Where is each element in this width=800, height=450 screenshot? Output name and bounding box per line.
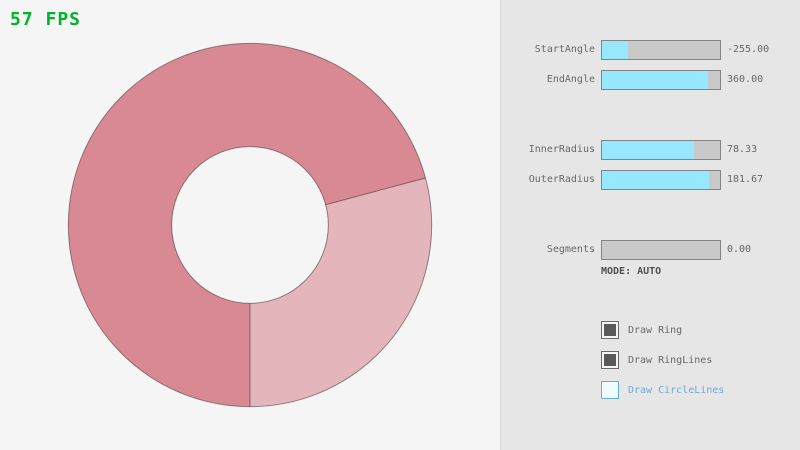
checkbox-row-draw-ringlines: Draw RingLines [601,351,781,371]
innerradius-value: 78.33 [727,144,758,155]
endangle-value: 360.00 [727,74,764,85]
ring-outer-outline [67,42,433,408]
startangle-sliderbar[interactable] [601,40,721,60]
slider-row-segments: Segments 0.00 [501,240,800,260]
startangle-slider-fill [602,41,628,59]
controls-panel: StartAngle -255.00 EndAngle 360.00 Inner… [500,0,800,450]
segments-value: 0.00 [727,244,752,255]
draw-ring-checkbox[interactable] [601,321,619,339]
slider-row-outerradius: OuterRadius 181.67 [501,170,800,190]
outerradius-value: 181.67 [727,174,764,185]
innerradius-slider-fill [602,141,695,159]
ring-inner-outline [171,146,329,304]
slider-row-innerradius: InnerRadius 78.33 [501,140,800,160]
slider-row-endangle: EndAngle 360.00 [501,70,800,90]
draw-circlelines-checkbox[interactable] [601,381,619,399]
draw-ringlines-checkbox[interactable] [601,351,619,369]
outerradius-sliderbar[interactable] [601,170,721,190]
endangle-label: EndAngle [546,74,595,85]
draw-ring-label: Draw Ring [628,325,683,336]
startangle-value: -255.00 [727,44,770,55]
checkbox-row-draw-circlelines: Draw CircleLines [601,381,781,401]
fps-counter: 57 FPS [10,9,82,30]
endangle-sliderbar[interactable] [601,70,721,90]
innerradius-label: InnerRadius [528,144,595,155]
checkbox-row-draw-ring: Draw Ring [601,321,781,341]
slider-row-startangle: StartAngle -255.00 [501,40,800,60]
outerradius-label: OuterRadius [528,174,595,185]
ring-single-pass-sector [250,177,432,407]
mode-label: MODE: AUTO [601,266,662,277]
segments-sliderbar[interactable] [601,240,721,260]
endangle-slider-fill [602,71,709,89]
draw-circlelines-label: Draw CircleLines [628,385,725,396]
segments-label: Segments [546,244,595,255]
startangle-label: StartAngle [534,44,595,55]
ring-end-line [325,177,426,206]
draw-ringlines-label: Draw RingLines [628,355,713,366]
innerradius-sliderbar[interactable] [601,140,721,160]
outerradius-slider-fill [602,171,710,189]
